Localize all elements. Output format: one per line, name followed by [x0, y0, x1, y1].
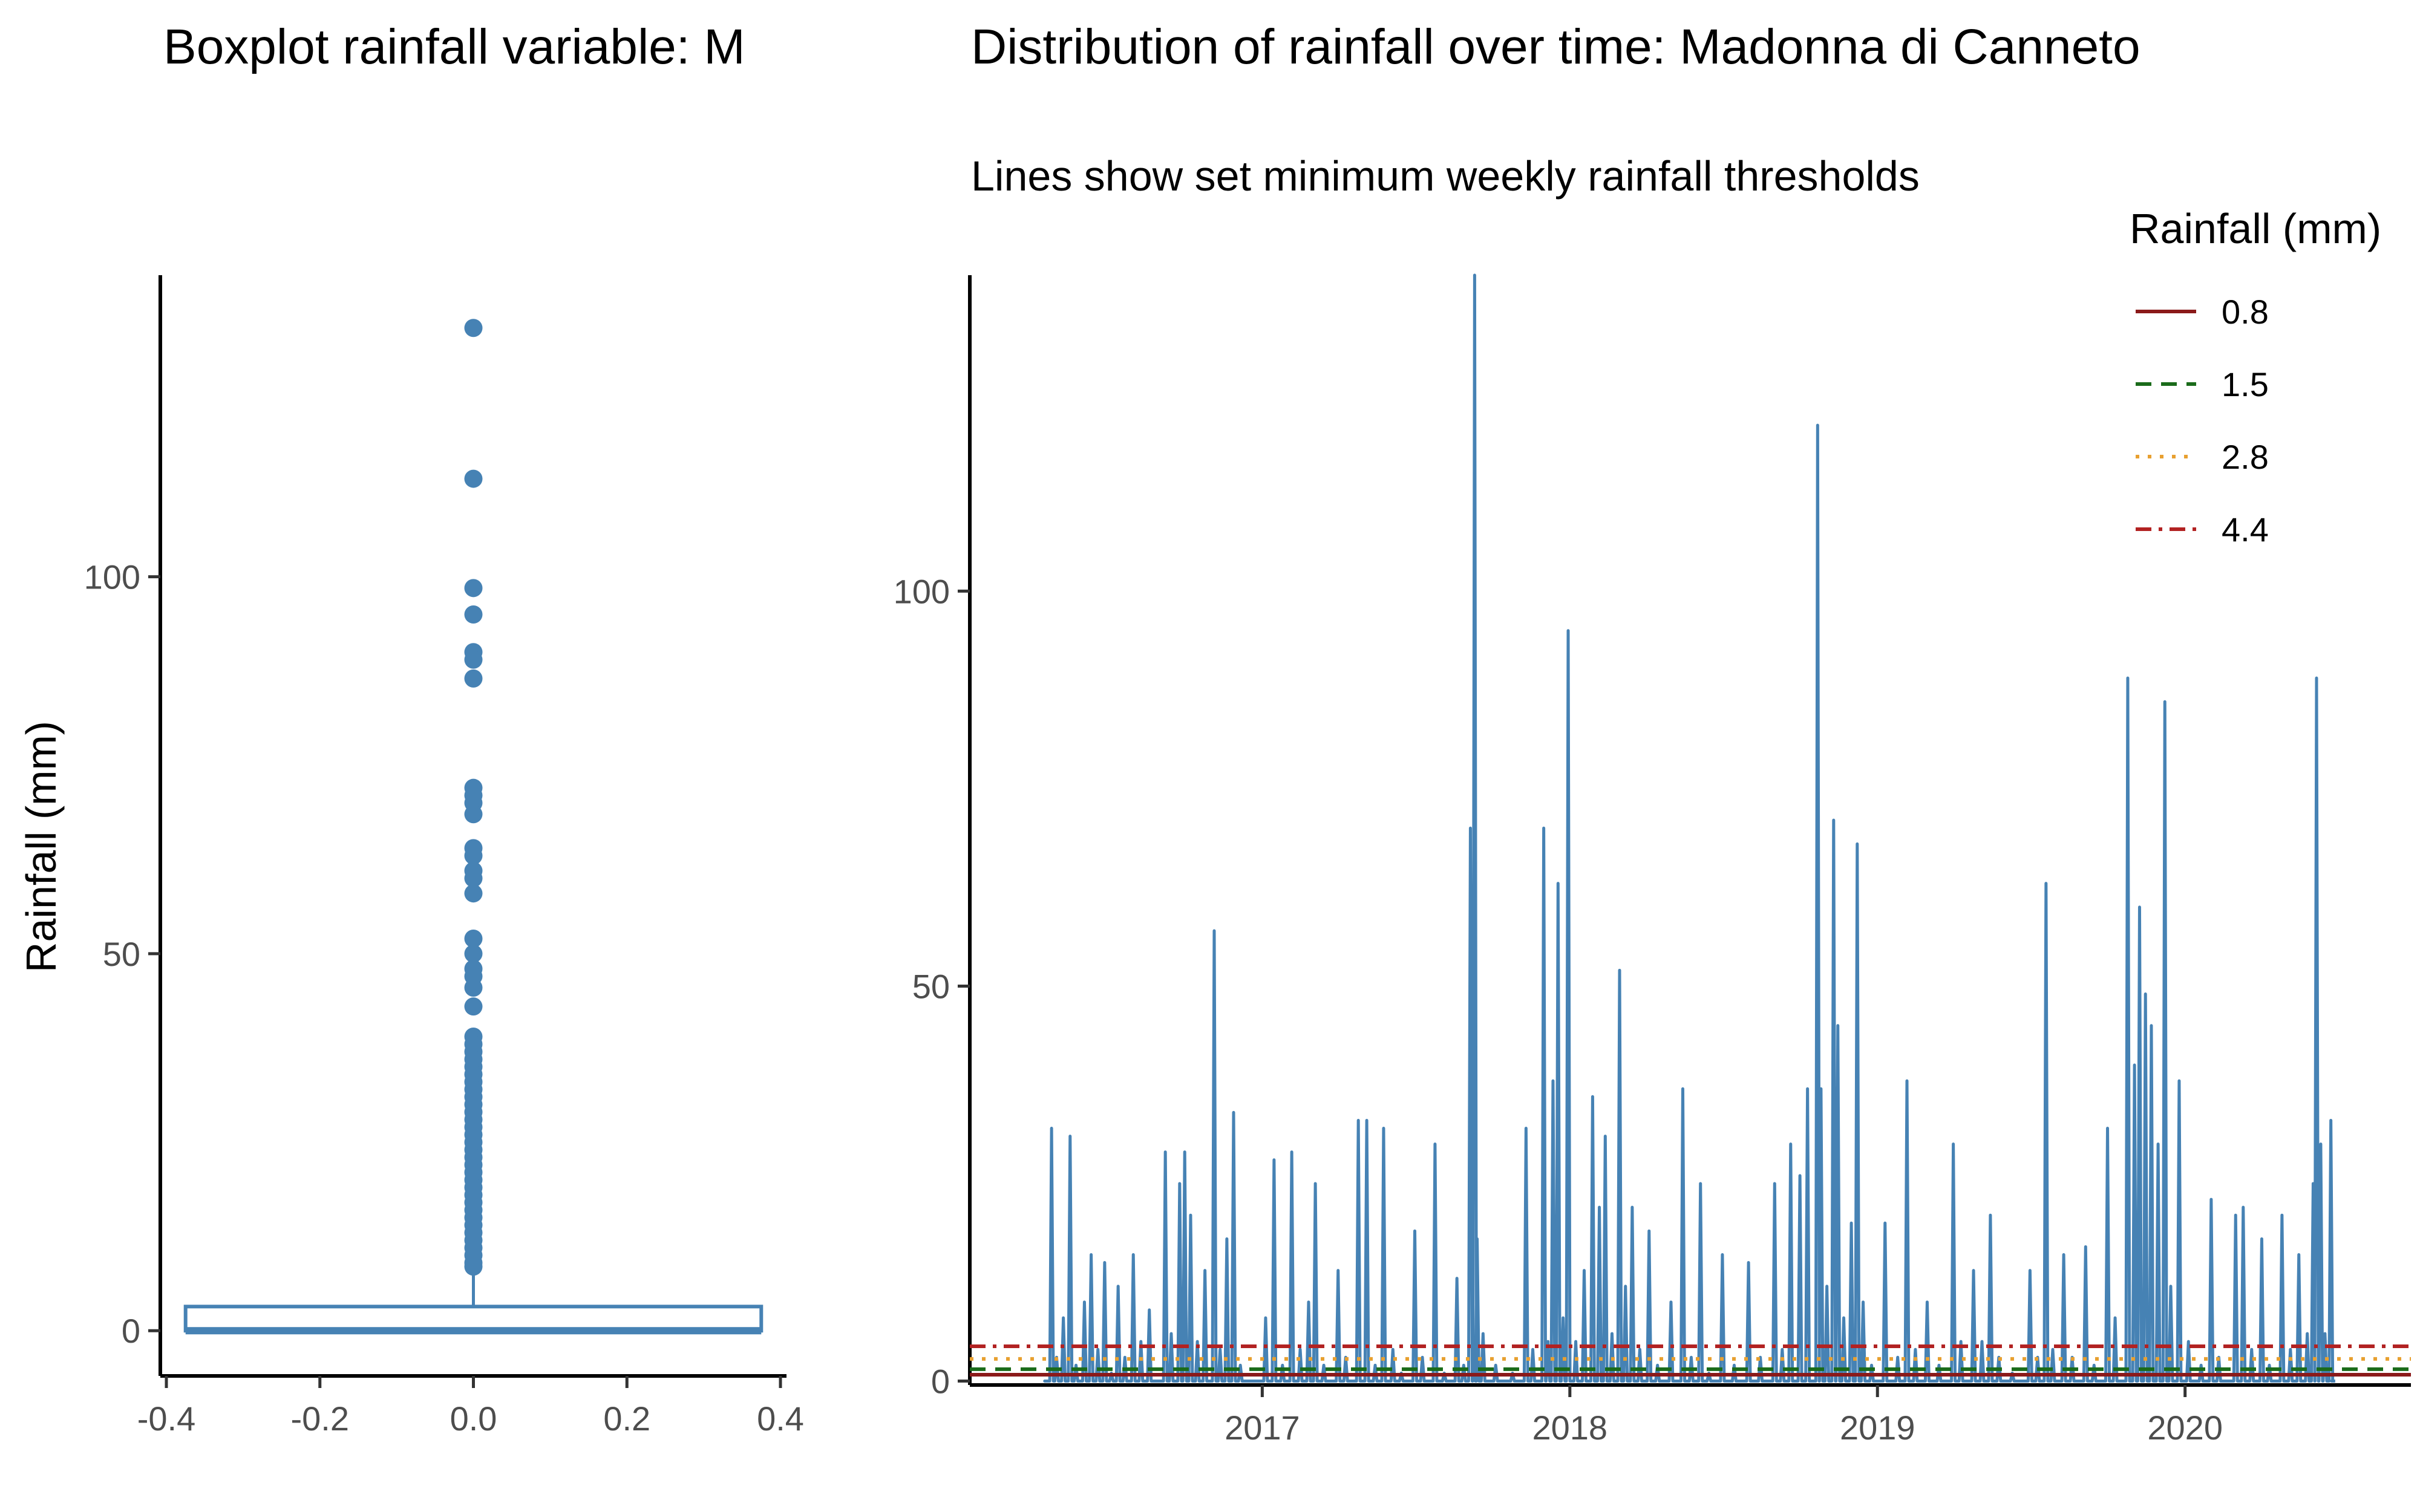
- boxplot-outlier-point: [464, 929, 483, 948]
- boxplot-x-tick-label: 0.0: [450, 1400, 497, 1438]
- boxplot-outlier-point: [464, 669, 483, 688]
- timeseries-panel: Distribution of rainfall over time: Mado…: [894, 19, 2411, 1447]
- timeseries-line: [1043, 273, 2335, 1383]
- boxplot-y-tick-label: 0: [122, 1312, 140, 1350]
- timeseries-subtitle: Lines show set minimum weekly rainfall t…: [971, 152, 1920, 200]
- timeseries-y-tick-label: 50: [912, 967, 950, 1005]
- boxplot-outlier-point: [464, 319, 483, 337]
- boxplot-y-tick-label: 100: [84, 558, 140, 596]
- legend-label-4.4: 4.4: [2222, 510, 2269, 549]
- boxplot-outlier-point: [464, 997, 483, 1016]
- timeseries-title: Distribution of rainfall over time: Mado…: [971, 19, 2140, 74]
- boxplot-x-tick-label: -0.4: [137, 1400, 196, 1438]
- timeseries-x-tick-label: 2020: [2147, 1409, 2223, 1447]
- boxplot-outlier-point: [464, 469, 483, 488]
- boxplot-y-axis-label: Rainfall (mm): [18, 721, 65, 973]
- boxplot-outlier-point: [464, 579, 483, 598]
- legend-label-2.8: 2.8: [2222, 438, 2269, 476]
- boxplot-outlier-point: [464, 869, 483, 888]
- legend-label-0.8: 0.8: [2222, 293, 2269, 331]
- legend-label-1.5: 1.5: [2222, 365, 2269, 403]
- boxplot-x-tick-label: 0.2: [603, 1400, 650, 1438]
- boxplot-outlier-point: [464, 605, 483, 624]
- timeseries-y-tick-label: 100: [894, 572, 950, 610]
- timeseries-y-tick-label: 0: [931, 1362, 950, 1400]
- boxplot-outlier-point: [464, 884, 483, 903]
- boxplot-title: Boxplot rainfall variable: M: [163, 19, 745, 74]
- boxplot-outlier-point: [464, 1257, 483, 1276]
- boxplot-x-tick-label: -0.2: [291, 1400, 350, 1438]
- boxplot-outlier-point: [464, 805, 483, 824]
- boxplot-x-tick-label: 0.4: [757, 1400, 804, 1438]
- boxplot-outlier-point: [464, 944, 483, 963]
- boxplot-y-tick-label: 50: [103, 935, 140, 973]
- boxplot-outlier-point: [464, 650, 483, 669]
- boxplot-box: [183, 1305, 764, 1333]
- boxplot-outlier-point: [464, 846, 483, 865]
- legend-title: Rainfall (mm): [2130, 205, 2381, 252]
- boxplot-outlier-point: [464, 979, 483, 997]
- timeseries-x-tick-label: 2019: [1840, 1409, 1915, 1447]
- timeseries-x-tick-label: 2018: [1532, 1409, 1608, 1447]
- boxplot-panel: Boxplot rainfall variable: M Rainfall (m…: [18, 19, 804, 1438]
- timeseries-x-tick-label: 2017: [1225, 1409, 1300, 1447]
- legend: Rainfall (mm) 0.8 1.5 2.8 4.4: [2130, 205, 2381, 549]
